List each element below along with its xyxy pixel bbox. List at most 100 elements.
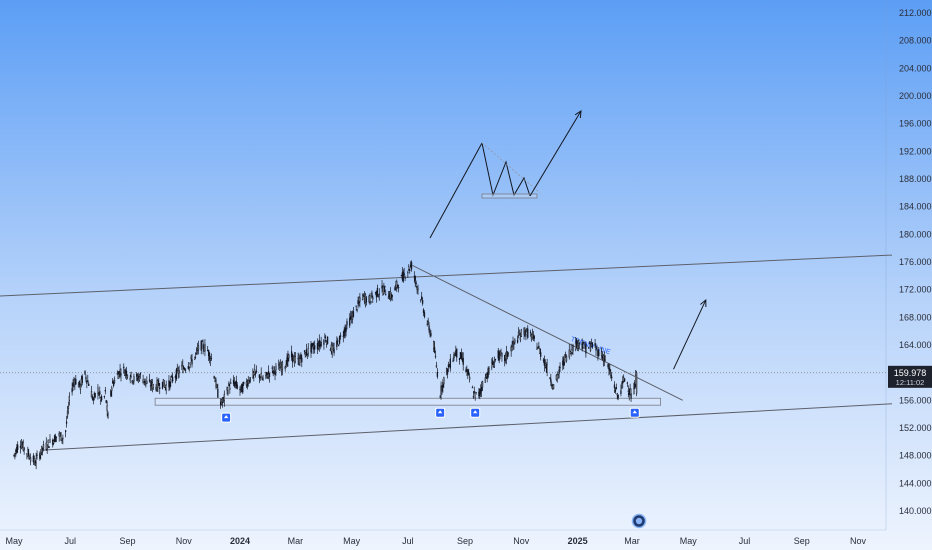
candle-body	[278, 364, 280, 366]
candle-body	[230, 382, 232, 384]
candle-body	[247, 380, 249, 384]
candle-body	[111, 387, 113, 392]
candle-body	[17, 444, 19, 451]
candle	[564, 351, 567, 359]
candle	[105, 399, 107, 404]
candle-body	[564, 354, 566, 363]
candle-body	[312, 343, 314, 346]
candle-body	[516, 339, 519, 343]
candle-body	[439, 396, 441, 398]
candle	[312, 342, 314, 347]
candle	[288, 353, 290, 362]
x-tick-label: Sep	[119, 536, 135, 546]
candle-body	[396, 281, 398, 288]
candle-body	[484, 377, 486, 383]
x-tick-label: 2024	[230, 536, 250, 546]
candle-body	[492, 360, 494, 365]
candle-body	[271, 367, 273, 369]
candle	[397, 284, 400, 293]
candle	[415, 280, 417, 288]
candle-body	[172, 377, 174, 382]
candle-body	[320, 342, 322, 347]
candle-body	[123, 366, 125, 369]
anchor-marker[interactable]	[435, 407, 446, 418]
candle	[139, 372, 142, 379]
candle-body	[92, 397, 94, 401]
candle	[228, 381, 230, 387]
candle-body	[442, 381, 444, 388]
event-marker[interactable]	[631, 513, 647, 529]
candle	[146, 376, 148, 385]
candle-body	[441, 385, 443, 392]
candle	[345, 324, 347, 337]
candle-body	[182, 365, 184, 373]
candle	[501, 352, 503, 362]
candle	[49, 434, 51, 444]
candle	[589, 341, 592, 353]
candle-body	[615, 387, 617, 390]
candle-body	[436, 371, 439, 377]
candle-body	[385, 294, 387, 296]
candle-body	[474, 391, 476, 399]
candle-body	[428, 325, 430, 331]
candle	[275, 362, 277, 376]
candle	[46, 443, 48, 454]
candle-body	[359, 297, 361, 302]
y-tick-label: 168.000	[899, 312, 932, 322]
candle	[306, 353, 308, 359]
candle-body	[538, 345, 540, 348]
candle	[259, 376, 261, 381]
candle-body	[494, 358, 497, 360]
candle-body	[524, 329, 526, 336]
candle	[13, 454, 15, 458]
candle	[439, 394, 441, 399]
candle-body	[583, 341, 585, 344]
price-label-value: 159.978	[894, 368, 927, 378]
candle	[481, 380, 484, 391]
candle-body	[469, 376, 471, 380]
candle	[462, 352, 464, 371]
candle-body	[267, 376, 269, 379]
candle	[314, 340, 316, 354]
candle-body	[178, 370, 180, 374]
candle-body	[79, 384, 82, 390]
candle	[430, 330, 432, 338]
anchor-marker[interactable]	[470, 407, 481, 418]
candle	[235, 375, 237, 389]
candle	[136, 372, 138, 382]
candle	[585, 342, 587, 358]
candle	[394, 285, 396, 291]
candle	[213, 375, 215, 380]
candle-body	[195, 353, 197, 355]
candle	[352, 307, 355, 318]
breakout-arrow-line	[529, 110, 582, 197]
candle-body	[226, 387, 228, 391]
candle-body	[62, 437, 64, 439]
candle	[588, 341, 591, 345]
candle	[35, 452, 37, 470]
candle	[242, 381, 244, 395]
candle	[88, 381, 90, 386]
candle	[485, 372, 487, 379]
y-tick-label: 156.000	[899, 395, 932, 405]
candle-body	[585, 343, 587, 354]
candle-body	[245, 381, 248, 386]
candle	[120, 368, 122, 382]
candle-body	[86, 380, 88, 384]
candle-body	[458, 358, 461, 361]
candle	[152, 383, 154, 391]
candle	[517, 327, 520, 339]
candle-body	[236, 384, 238, 389]
candle	[376, 284, 379, 298]
candle-body	[125, 370, 128, 376]
projection-arrow	[673, 299, 707, 370]
candle	[620, 384, 622, 397]
anchor-marker[interactable]	[629, 407, 640, 418]
candle-body	[365, 297, 368, 303]
candle-body	[165, 384, 167, 391]
candle-body	[371, 292, 373, 298]
candle-body	[430, 332, 432, 336]
candle-body	[28, 453, 30, 456]
anchor-marker[interactable]	[221, 412, 232, 423]
candle-body	[565, 355, 568, 362]
